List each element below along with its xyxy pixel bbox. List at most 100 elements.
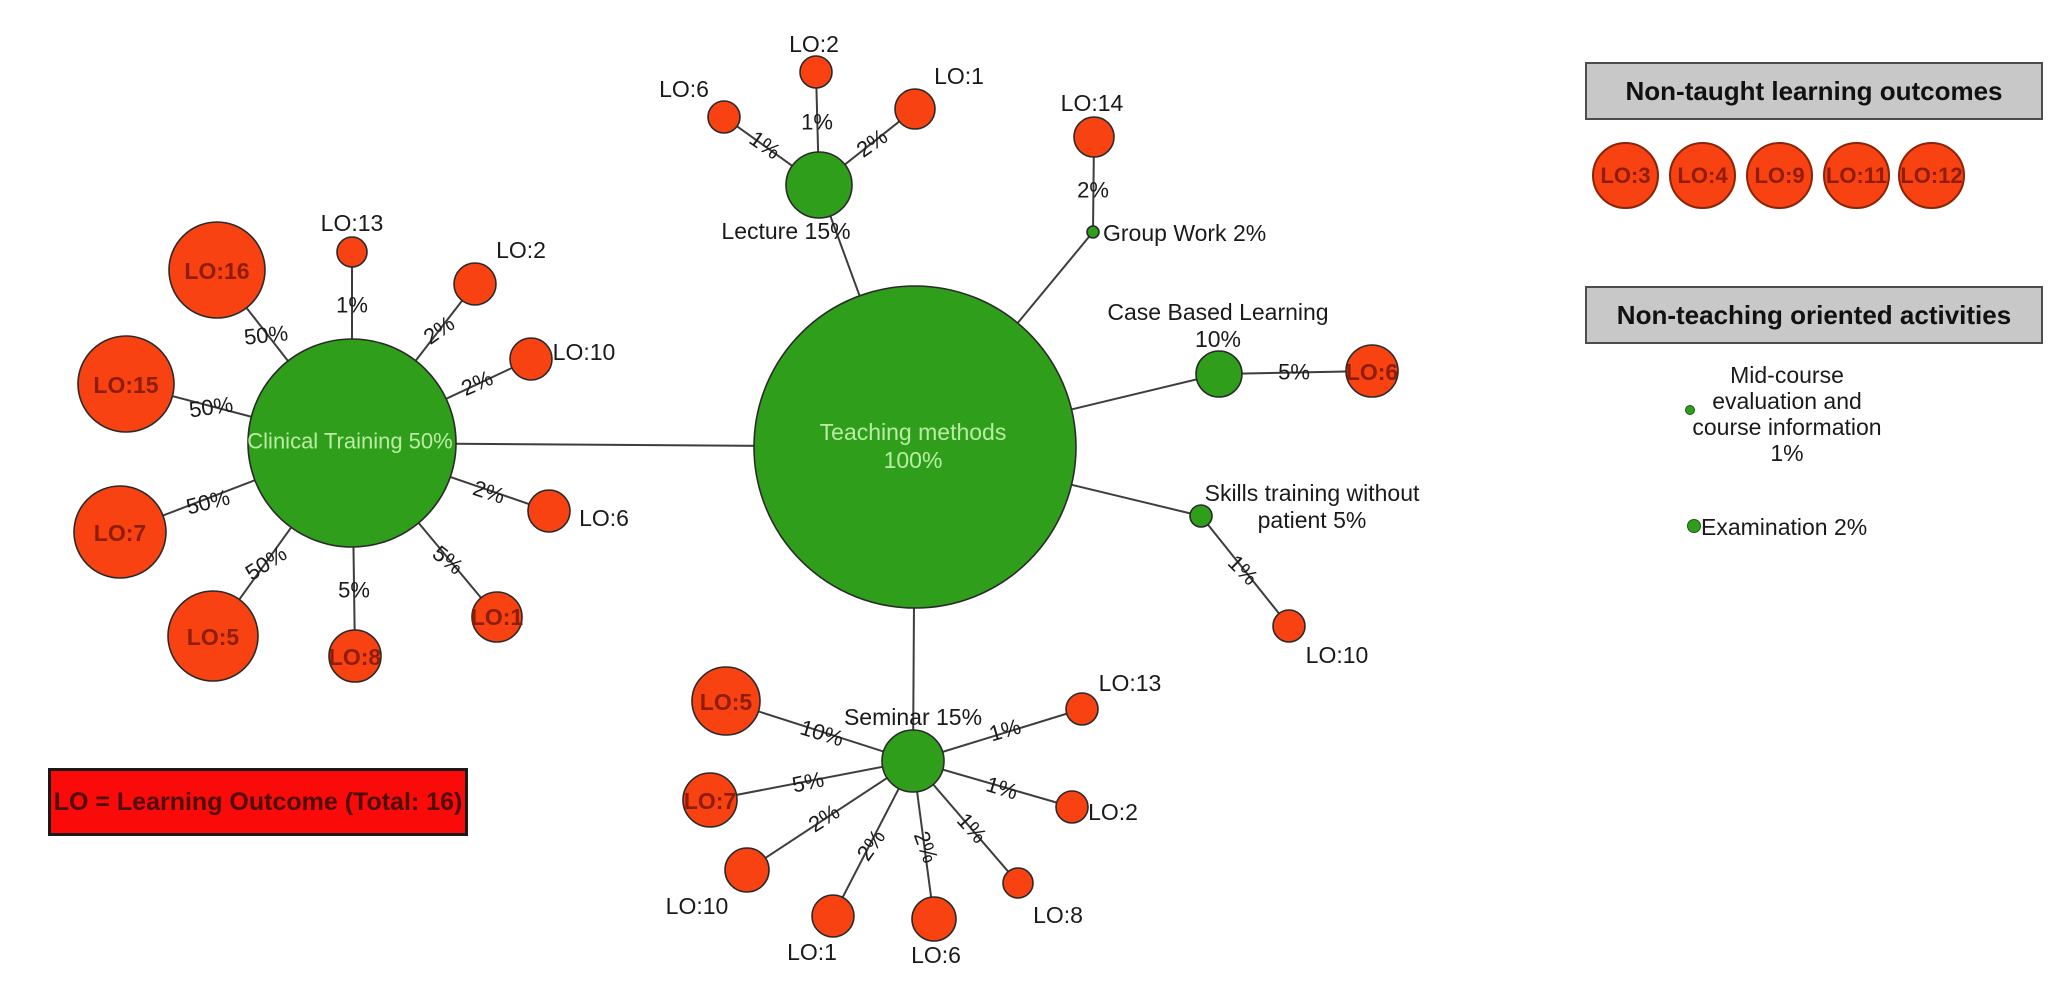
node-casebased	[1195, 350, 1243, 398]
node-sem_lo6	[911, 896, 957, 942]
edge-label: 2%	[852, 124, 892, 163]
midcourse-label: Mid-course evaluation and course informa…	[1642, 362, 1932, 466]
edge-label: 50%	[187, 392, 234, 423]
lo-label: LO:6	[579, 505, 629, 531]
node-sem_lo10	[724, 847, 770, 893]
node-cb_lo6	[1345, 344, 1399, 398]
non-taught-lo-badge: LO:3	[1592, 142, 1659, 209]
edge-label: 2%	[804, 799, 844, 837]
lo-label-inside: LO:16	[184, 258, 249, 284]
edge-label: 1%	[801, 110, 833, 135]
lo-label: LO:10	[666, 893, 729, 919]
lo-label: LO:13	[321, 210, 384, 236]
lo-label-inside: LO:8	[329, 644, 382, 670]
lo-label-inside: LO:7	[94, 520, 146, 546]
edge-label: 50%	[184, 485, 233, 520]
node-cl_lo5	[167, 590, 259, 682]
edge-label: 2%	[1077, 178, 1109, 203]
lo-label-inside: LO:5	[700, 689, 753, 715]
lo-label-inside: LO:15	[93, 372, 158, 398]
node-cl_lo16	[168, 221, 266, 319]
edge-label: 1%	[336, 293, 368, 318]
examination-label: Examination 2%	[1701, 514, 1868, 540]
node-sem_lo5	[691, 666, 761, 736]
skills-label-line2: patient 5%	[1258, 507, 1367, 533]
edge-label: 1%	[745, 126, 785, 165]
node-cl_lo13	[336, 236, 368, 268]
edge-label: 10%	[797, 715, 846, 752]
lecture-label: Lecture 15%	[721, 218, 850, 244]
edge-label: 1%	[983, 771, 1021, 804]
skills-label-line1: Skills training without	[1205, 480, 1420, 506]
seminar-label: Seminar 15%	[844, 704, 982, 730]
edge-skills--sk_lo10	[1200, 515, 1290, 627]
non-taught-lo-badge: LO:4	[1669, 142, 1736, 209]
node-sem_lo8	[1002, 867, 1034, 899]
node-skills	[1189, 504, 1213, 528]
lo-label-inside: LO:7	[684, 788, 736, 814]
midcourse-bullet-dot-icon	[1685, 405, 1695, 415]
edge-label: 1%	[1223, 550, 1263, 590]
node-lec_lo6	[707, 100, 741, 134]
examination-bullet-dot-icon	[1687, 519, 1701, 533]
edge-label: 2%	[457, 365, 496, 401]
node-cl_lo10	[509, 337, 553, 381]
midcourse-line: evaluation and	[1712, 388, 1862, 414]
lo-label: LO:10	[1306, 642, 1369, 668]
edge-label: 50%	[243, 320, 289, 349]
node-sk_lo10	[1272, 609, 1306, 643]
node-clinical	[247, 338, 457, 548]
node-cl_lo1	[471, 591, 523, 643]
non-taught-lo-badge: LO:11	[1823, 142, 1890, 209]
midcourse-line: course information	[1692, 414, 1882, 440]
node-lo14	[1073, 116, 1115, 158]
midcourse-line: 1%	[1770, 440, 1804, 466]
edge-label: 5%	[338, 578, 370, 603]
casebased-label-line2: 10%	[1195, 326, 1241, 352]
node-teaching	[753, 285, 1077, 609]
node-sem_lo7	[682, 772, 738, 828]
lo-label-inside: LO:6	[1346, 359, 1398, 385]
lo-label: LO:6	[911, 942, 961, 968]
edge-label: 2%	[909, 828, 943, 866]
lo-label: LO:10	[553, 339, 616, 365]
lo-label: LO:1	[934, 63, 984, 89]
edge-label: 50%	[241, 541, 292, 586]
casebased-label-line1: Case Based Learning	[1107, 299, 1328, 325]
lo-label: LO:14	[1061, 90, 1124, 116]
node-cl_lo7	[73, 485, 167, 579]
edge-label: 5%	[1278, 360, 1310, 385]
node-sem_lo13	[1065, 692, 1099, 726]
lo-label: LO:2	[1088, 799, 1138, 825]
teaching-label-line2: 100%	[884, 447, 943, 473]
clinical-label: Clinical Training 50%	[247, 429, 452, 454]
lo-label: LO:2	[789, 31, 839, 57]
node-sem_lo2	[1055, 790, 1089, 824]
non-teaching-header: Non-teaching oriented activities	[1585, 286, 2043, 344]
node-groupwork	[1086, 225, 1100, 239]
edge-seminar--sem_lo7	[709, 760, 914, 801]
edge-label: 2%	[419, 311, 459, 350]
node-seminar	[881, 729, 945, 793]
node-lecture	[785, 151, 853, 219]
node-cl_lo8	[328, 629, 382, 683]
edge-label: 2%	[470, 475, 508, 509]
node-lec_lo2	[799, 55, 833, 89]
lo-label-inside: LO:1	[471, 604, 524, 630]
node-cl_lo2	[453, 262, 497, 306]
non-taught-lo-badge: LO:9	[1746, 142, 1813, 209]
lo-label-inside: LO:5	[187, 624, 240, 650]
teaching-label-line1: Teaching methods	[820, 419, 1007, 445]
node-sem_lo1	[811, 894, 855, 938]
node-lec_lo1	[894, 88, 936, 130]
lo-label: LO:13	[1099, 670, 1162, 696]
lo-label: LO:8	[1033, 902, 1083, 928]
node-cl_lo6	[527, 489, 571, 533]
edge-label: 2%	[852, 825, 891, 865]
lo-label: LO:1	[787, 939, 837, 965]
edge-label: 1%	[986, 714, 1023, 747]
node-cl_lo15	[77, 335, 175, 433]
non-teaching-title: Non-teaching oriented activities	[1616, 299, 2012, 330]
